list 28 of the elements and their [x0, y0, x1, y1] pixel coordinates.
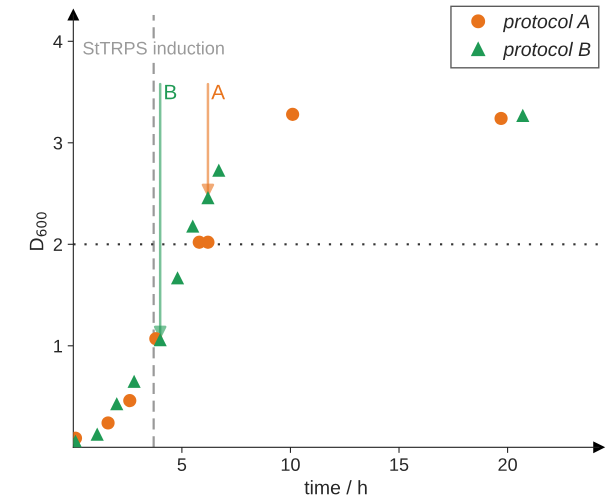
y-tick-label: 1	[54, 340, 62, 352]
x-tick-label: 15	[390, 458, 408, 471]
x-tick-label: 20	[498, 458, 517, 471]
point	[154, 333, 167, 346]
ref-line-label: StTRPS induction	[83, 41, 224, 55]
x-axis-title: time / h	[304, 480, 367, 494]
y-tick-label: 4	[53, 35, 62, 48]
point	[201, 191, 215, 204]
point	[123, 394, 136, 408]
point	[170, 271, 184, 284]
point	[494, 112, 508, 126]
point	[516, 108, 530, 122]
annotation: B	[165, 84, 176, 100]
point	[212, 164, 226, 177]
y-axis-title: D$_{600}$	[30, 212, 47, 250]
point	[90, 428, 104, 441]
point	[286, 108, 300, 121]
point	[101, 416, 115, 430]
point	[128, 374, 141, 388]
legend-label: protocol A	[502, 14, 590, 32]
legend-label: protocol B	[502, 42, 590, 60]
x-tick-label: 10	[282, 458, 300, 471]
y-tick-label: 3	[54, 136, 62, 150]
annotation: A	[211, 84, 226, 100]
point	[110, 397, 124, 410]
y-tick-label: 2	[54, 238, 62, 251]
point	[186, 219, 200, 233]
x-tick-label: 5	[178, 458, 186, 471]
